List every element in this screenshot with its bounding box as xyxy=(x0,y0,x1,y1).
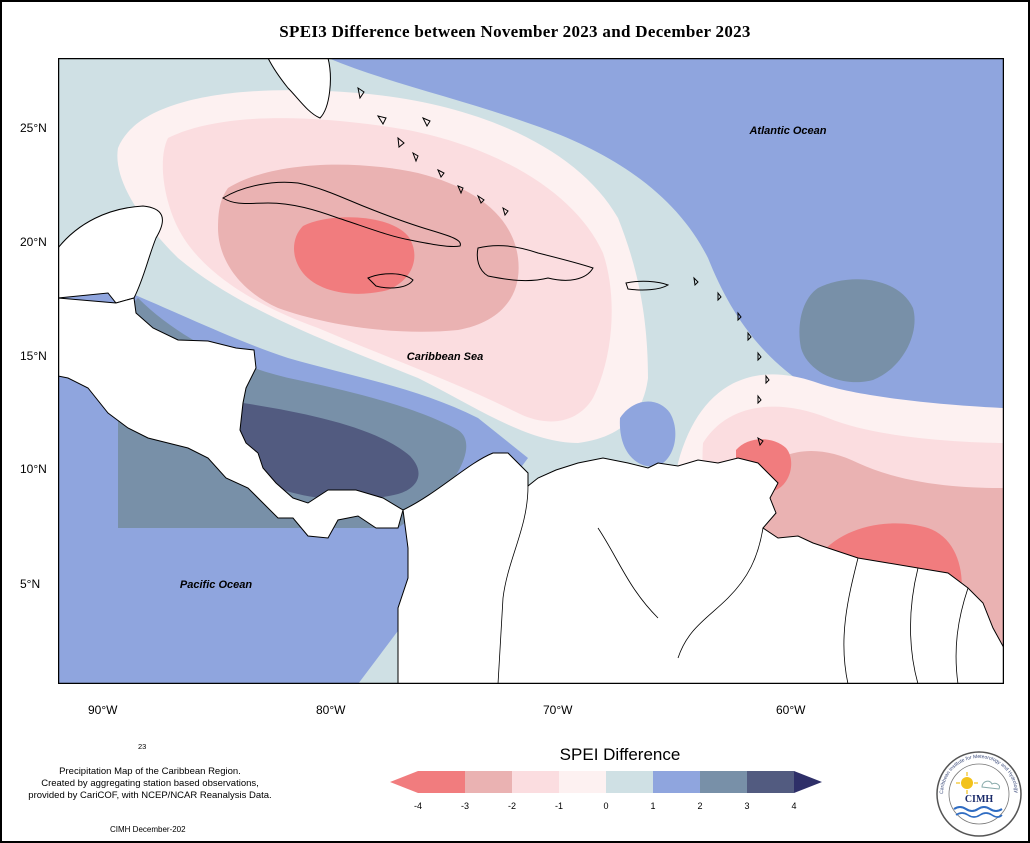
land-florida xyxy=(267,58,331,119)
lat-label-15n: 15°N xyxy=(20,349,47,363)
label-atlantic-ocean: Atlantic Ocean xyxy=(748,125,826,137)
map-panel: Atlantic Ocean Caribbean Sea Pacific Oce… xyxy=(58,58,1004,684)
cloud-icon xyxy=(981,780,1000,790)
legend-tick-label: 2 xyxy=(697,801,702,811)
sun-icon xyxy=(961,777,973,789)
legend-swatch-m1 xyxy=(559,771,606,793)
zone-3-southwest xyxy=(240,403,419,500)
land-jamaica xyxy=(367,273,414,289)
legend-tick-label: 3 xyxy=(744,801,749,811)
legend-swatch-1 xyxy=(653,771,700,793)
lat-label-20n: 20°N xyxy=(20,235,47,249)
legend-tick-label: -1 xyxy=(555,801,563,811)
lon-label-70w: 70°W xyxy=(543,703,573,717)
legend-title: SPEI Difference xyxy=(559,745,681,764)
legend-tick-label: -2 xyxy=(508,801,516,811)
land-yucatan xyxy=(58,205,163,304)
legend-swatch-m2 xyxy=(512,771,559,793)
land-masses xyxy=(58,58,1004,684)
legend-tick-label: -4 xyxy=(414,801,422,811)
legend-tick-label: 0 xyxy=(603,801,608,811)
land-hispaniola xyxy=(476,245,594,282)
zone-2-atlantic xyxy=(799,279,915,383)
zone-m4-central xyxy=(294,217,415,294)
legend-swatch-2 xyxy=(700,771,747,793)
legend-arrow-high xyxy=(794,771,822,793)
color-legend: -4 -3 -2 -1 0 1 2 3 4 xyxy=(390,771,822,811)
land-puerto-rico xyxy=(625,280,670,291)
legend-tick-label: 4 xyxy=(791,801,796,811)
legend-tick-label: -3 xyxy=(461,801,469,811)
lon-label-90w: 90°W xyxy=(88,703,118,717)
country-borders xyxy=(497,485,969,684)
lat-label-10n: 10°N xyxy=(20,462,47,476)
credit-line-3: provided by CariCOF, with NCEP/NCAR Rean… xyxy=(28,790,272,801)
legend-swatch-0 xyxy=(606,771,653,793)
lat-label-25n: 25°N xyxy=(20,121,47,135)
map-border xyxy=(58,58,1004,684)
credit-line-1: Precipitation Map of the Caribbean Regio… xyxy=(59,766,241,777)
credit-line-2: Created by aggregating station based obs… xyxy=(41,778,259,789)
land-south-america xyxy=(397,452,1004,684)
label-caribbean-sea: Caribbean Sea xyxy=(407,351,483,363)
legend-arrow-low xyxy=(390,771,418,793)
land-cuba xyxy=(222,181,461,247)
lon-label-60w: 60°W xyxy=(776,703,806,717)
legend-tick-label: 1 xyxy=(650,801,655,811)
legend-swatch-m4 xyxy=(418,771,465,793)
lon-label-80w: 80°W xyxy=(316,703,346,717)
small-islands xyxy=(357,86,770,447)
map-title: SPEI3 Difference between November 2023 a… xyxy=(279,22,751,41)
cimh-logo: CIMH Caribbean Institute for Meteorology… xyxy=(936,751,1022,837)
wave-icon xyxy=(953,806,1003,812)
label-pacific-ocean: Pacific Ocean xyxy=(180,579,252,591)
lat-label-5n: 5°N xyxy=(20,577,41,591)
date-stamp: CIMH December-202 xyxy=(110,825,186,834)
credit-text: Precipitation Map of the Caribbean Regio… xyxy=(10,766,290,802)
legend-swatch-3 xyxy=(747,771,794,793)
zone-1-east-small xyxy=(619,401,676,467)
year-fragment: 23 xyxy=(138,742,147,751)
logo-text: CIMH xyxy=(965,794,994,805)
land-central-america xyxy=(58,297,404,539)
legend-swatch-m3 xyxy=(465,771,512,793)
